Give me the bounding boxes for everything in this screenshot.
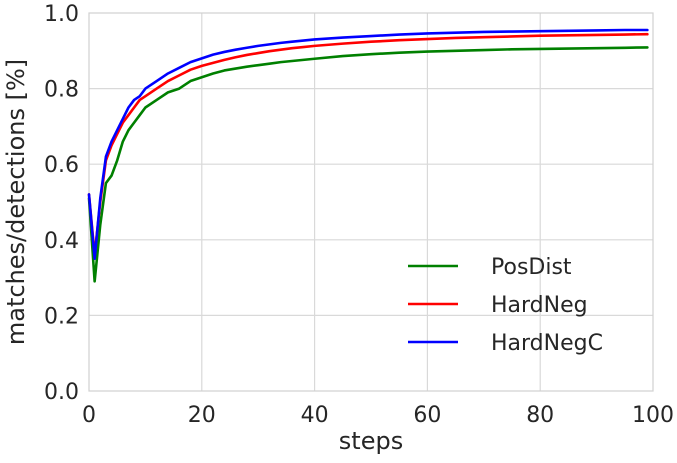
series-lines	[87, 28, 649, 283]
x-tick-label: 20	[188, 403, 216, 428]
y-axis-label: matches/detections [%]	[2, 59, 30, 345]
legend-label-posdist: PosDist	[491, 255, 572, 280]
series-line-posdist	[87, 46, 649, 283]
series-line-hardneg	[87, 32, 649, 257]
x-tick-label: 0	[82, 403, 96, 428]
x-tick-label: 40	[301, 403, 329, 428]
legend-label-hardnegc: HardNegC	[491, 331, 603, 356]
y-tick-labels: 0.0 0.2 0.4 0.6 0.8 1.0	[44, 2, 79, 405]
x-tick-label: 60	[413, 403, 441, 428]
x-axis-label: steps	[339, 427, 403, 455]
y-tick-label: 0.6	[44, 153, 79, 178]
y-tick-label: 0.8	[44, 78, 79, 103]
legend: PosDist HardNeg HardNegC	[408, 255, 603, 356]
grid	[89, 13, 653, 391]
y-tick-label: 1.0	[44, 2, 79, 27]
x-tick-label: 100	[632, 403, 674, 428]
x-tick-label: 80	[526, 403, 554, 428]
x-tick-labels: 0 20 40 60 80 100	[82, 403, 674, 428]
y-tick-label: 0.4	[44, 229, 79, 254]
series-line-hardnegc	[87, 28, 649, 260]
legend-label-hardneg: HardNeg	[491, 293, 588, 318]
y-tick-label: 0.0	[44, 380, 79, 405]
y-tick-label: 0.2	[44, 304, 79, 329]
